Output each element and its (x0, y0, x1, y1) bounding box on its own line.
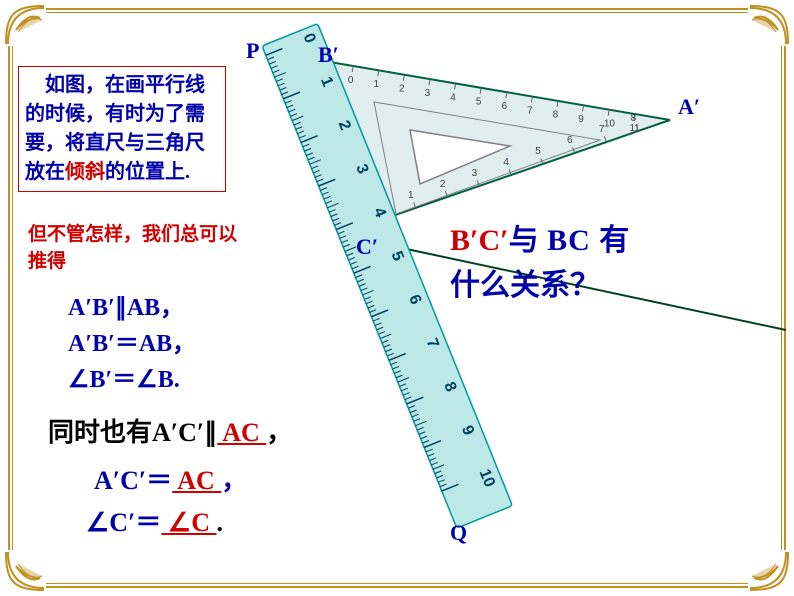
intro-line: 要，将直尺与三角尺 (25, 132, 205, 154)
math-row: A′B′＝AB， (68, 326, 196, 362)
answer-blank: ∠C (161, 508, 216, 537)
conclusion-line-2: A′C′＝ AC ， (94, 460, 247, 497)
point-label-c-prime: C′ (356, 234, 378, 260)
math-lhs: ∠C′＝ (86, 508, 161, 537)
intro-line: 的时候，有时为了需 (25, 103, 205, 125)
answer-blank: AC (217, 418, 266, 447)
conclusion-line-1: 同时也有A′C′∥ AC ， (48, 412, 292, 449)
lead-text: 但不管怎样，我们总可以 推得 (28, 222, 308, 275)
corner-ornament (4, 550, 46, 592)
corner-ornament (748, 4, 790, 46)
intro-line: 放在 (25, 161, 65, 183)
question-term: B′C′ (450, 224, 509, 257)
math-lhs: A′C′＝ (94, 466, 172, 495)
answer-blank: AC (172, 466, 221, 495)
point-label-p: P (246, 38, 259, 64)
question-text: 什么关系？ (450, 269, 600, 302)
question-text: 与 (509, 224, 539, 257)
question-term: BC (539, 224, 600, 257)
corner-ornament (4, 4, 46, 46)
punct: . (217, 508, 224, 537)
lead-line: 但不管怎样，我们总可以 (28, 224, 237, 245)
question-text: 有 (599, 224, 629, 257)
math-part: A′C′∥ (152, 418, 217, 447)
punct: ， (266, 418, 292, 447)
question-block: B′C′与 BC 有 什么关系？ (450, 218, 629, 308)
conclusion-line-3: ∠C′＝ ∠C . (86, 502, 223, 539)
intro-line: 的位置上. (105, 161, 190, 183)
text-part: 同时也有 (48, 418, 152, 447)
intro-emphasis: 倾斜 (65, 161, 105, 183)
point-label-q: Q (450, 520, 467, 546)
lead-line: 推得 (28, 251, 66, 272)
math-block: A′B′∥AB， A′B′＝AB， ∠B′＝∠B. (68, 290, 196, 398)
intro-textbox: 如图，在画平行线 的时候，有时为了需 要，将直尺与三角尺 放在倾斜的位置上. (18, 66, 226, 192)
intro-line: 如图，在画平行线 (25, 74, 205, 96)
point-label-a-prime: A′ (678, 94, 700, 120)
punct: ， (221, 466, 247, 495)
point-label-b-prime: B′ (318, 42, 339, 68)
corner-ornament (748, 550, 790, 592)
math-row: A′B′∥AB， (68, 290, 196, 326)
math-row: ∠B′＝∠B. (68, 362, 196, 398)
